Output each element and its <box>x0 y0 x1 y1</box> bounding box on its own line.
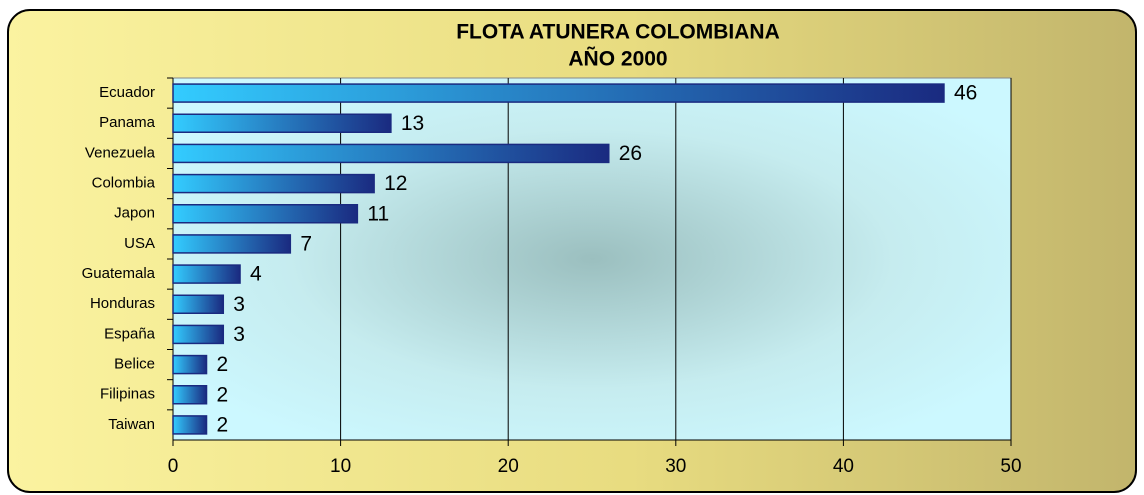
y-tick-label: Guatemala <box>82 265 156 282</box>
chart-subtitle: AÑO 2000 <box>568 48 667 71</box>
value-label: 2 <box>217 353 229 376</box>
y-tick-label: España <box>104 325 156 342</box>
bar <box>172 415 208 435</box>
value-label: 13 <box>401 112 424 135</box>
y-tick-label: Venezuela <box>85 144 156 161</box>
value-label: 11 <box>367 202 389 225</box>
bar <box>172 324 225 345</box>
bar <box>172 204 359 224</box>
bar <box>172 294 225 314</box>
y-tick-label: Japon <box>114 205 155 222</box>
bar <box>172 234 292 254</box>
x-tick-label: 0 <box>168 456 179 477</box>
plot-area <box>172 77 1012 441</box>
y-tick-label: Colombia <box>92 175 156 192</box>
value-label: 26 <box>619 142 642 165</box>
value-label: 2 <box>217 383 229 406</box>
x-tick-label: 40 <box>833 456 854 477</box>
value-label: 7 <box>300 232 312 255</box>
y-tick-label: Belice <box>114 356 155 373</box>
y-tick-label: USA <box>124 235 155 252</box>
bar <box>172 264 241 284</box>
x-tick-label: 50 <box>1000 456 1021 477</box>
value-label: 3 <box>233 323 245 346</box>
value-label: 4 <box>250 263 262 286</box>
bar <box>172 173 375 194</box>
bar <box>172 385 208 405</box>
bar <box>172 113 392 133</box>
y-tick-label: Taiwan <box>108 416 155 433</box>
x-tick-label: 30 <box>665 456 686 477</box>
bar <box>172 83 945 103</box>
x-tick-label: 20 <box>498 456 519 477</box>
x-tick-label: 10 <box>330 456 351 477</box>
bar <box>172 143 610 164</box>
y-tick-label: Panama <box>99 114 156 131</box>
chart-title: FLOTA ATUNERA COLOMBIANA <box>456 21 780 44</box>
y-tick-label: Filipinas <box>100 386 155 403</box>
value-label: 3 <box>233 293 245 316</box>
y-tick-label: Honduras <box>90 295 155 312</box>
value-label: 2 <box>217 413 229 436</box>
bar <box>172 354 208 375</box>
y-tick-label: Ecuador <box>99 84 155 101</box>
value-label: 12 <box>384 172 407 195</box>
value-label: 46 <box>954 82 977 105</box>
